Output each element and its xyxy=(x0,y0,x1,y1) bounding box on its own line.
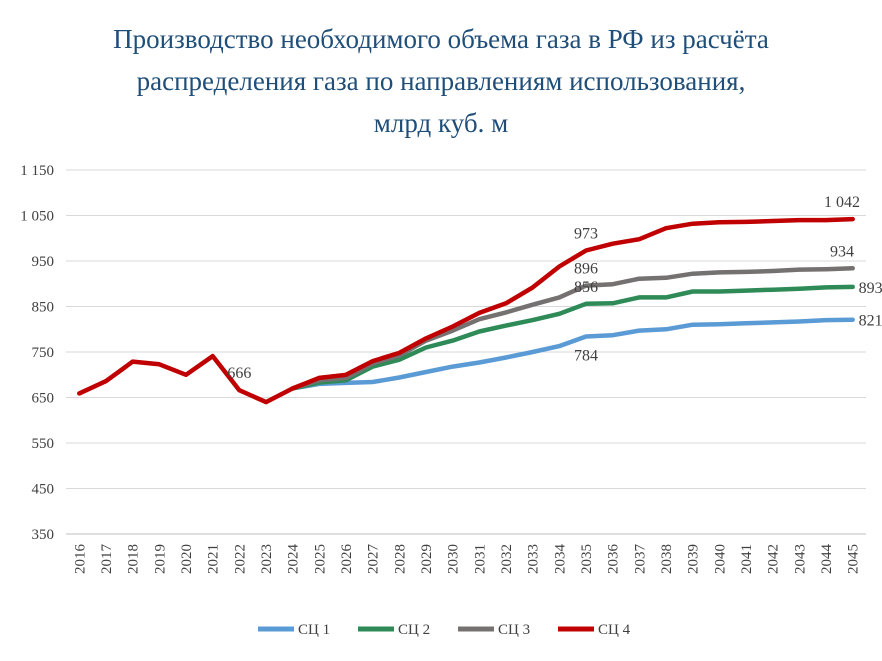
x-tick-label: 2039 xyxy=(686,544,702,574)
x-tick-label: 2023 xyxy=(259,544,275,574)
x-tick-label: 2032 xyxy=(499,544,515,574)
data-label: 666 xyxy=(227,365,251,382)
series-line-СЦ-4 xyxy=(77,216,855,405)
legend-label: СЦ 4 xyxy=(598,622,631,638)
y-tick-label: 650 xyxy=(32,391,55,407)
x-tick-label: 2028 xyxy=(392,544,408,574)
x-tick-label: 2035 xyxy=(579,544,595,574)
x-tick-label: 2027 xyxy=(366,544,382,575)
series-line-СЦ-1 xyxy=(290,317,855,391)
x-tick-label: 2018 xyxy=(126,544,142,574)
x-tick-label: 2031 xyxy=(472,544,488,574)
y-tick-label: 1 150 xyxy=(20,163,54,179)
x-tick-label: 2033 xyxy=(526,544,542,574)
data-label: 821 xyxy=(859,313,882,330)
x-tick-label: 2037 xyxy=(632,544,648,575)
data-label: 973 xyxy=(574,226,598,243)
x-tick-label: 2016 xyxy=(72,544,88,575)
data-label: 856 xyxy=(574,279,598,296)
x-tick-label: 2024 xyxy=(286,544,302,575)
y-axis: 1 150 1 050 950 850 750 650 550 450 350 xyxy=(20,163,54,543)
x-tick-label: 2020 xyxy=(179,544,195,574)
data-label: 893 xyxy=(859,280,882,297)
x-tick-label: 2022 xyxy=(232,544,248,574)
legend-label: СЦ 1 xyxy=(298,622,330,638)
y-tick-label: 950 xyxy=(32,254,55,270)
x-tick-label: 2025 xyxy=(312,544,328,574)
series-line-СЦ-3 xyxy=(290,266,855,391)
y-tick-label: 750 xyxy=(32,345,55,361)
gridlines xyxy=(66,169,866,535)
data-labels: 666 973 1 042 896 934 856 893 784 821 xyxy=(227,194,882,382)
y-tick-label: 550 xyxy=(32,436,55,452)
x-tick-label: 2029 xyxy=(419,544,435,574)
x-tick-label: 2034 xyxy=(552,544,568,575)
chart-title-line-3: млрд куб. м xyxy=(373,108,509,138)
x-tick-label: 2040 xyxy=(712,544,728,574)
x-tick-label: 2042 xyxy=(766,544,782,574)
x-tick-label: 2021 xyxy=(206,544,222,574)
x-tick-label: 2019 xyxy=(152,544,168,574)
x-axis: 2016 2017 2018 2019 2020 2021 2022 2023 2024 2025… xyxy=(66,533,866,575)
y-tick-label: 350 xyxy=(32,527,55,543)
data-label: 784 xyxy=(574,348,598,365)
chart-title-line-1: Производство необходимого объема газа в … xyxy=(113,24,769,54)
x-tick-label: 2038 xyxy=(659,544,675,574)
legend: СЦ 1 СЦ 2 СЦ 3 СЦ 4 xyxy=(258,622,631,638)
y-tick-label: 450 xyxy=(32,482,55,498)
x-tick-label: 2017 xyxy=(99,544,115,575)
legend-label: СЦ 3 xyxy=(498,622,530,638)
data-label: 1 042 xyxy=(824,194,860,211)
series-line-СЦ-2 xyxy=(290,284,855,391)
legend-label: СЦ 2 xyxy=(398,622,430,638)
x-tick-label: 2036 xyxy=(606,544,622,575)
data-label: 934 xyxy=(830,243,854,260)
x-tick-label: 2043 xyxy=(792,544,808,574)
series-lines xyxy=(77,216,855,405)
chart-title-line-2: распределения газа по направлениям испол… xyxy=(136,66,746,96)
y-tick-label: 1 050 xyxy=(20,209,54,225)
data-label: 896 xyxy=(574,261,598,278)
x-tick-label: 2030 xyxy=(446,544,462,574)
x-tick-label: 2044 xyxy=(819,544,835,575)
x-tick-label: 2026 xyxy=(339,544,355,575)
y-tick-label: 850 xyxy=(32,300,55,316)
x-tick-label: 2041 xyxy=(739,544,755,574)
x-tick-label: 2045 xyxy=(846,544,862,574)
